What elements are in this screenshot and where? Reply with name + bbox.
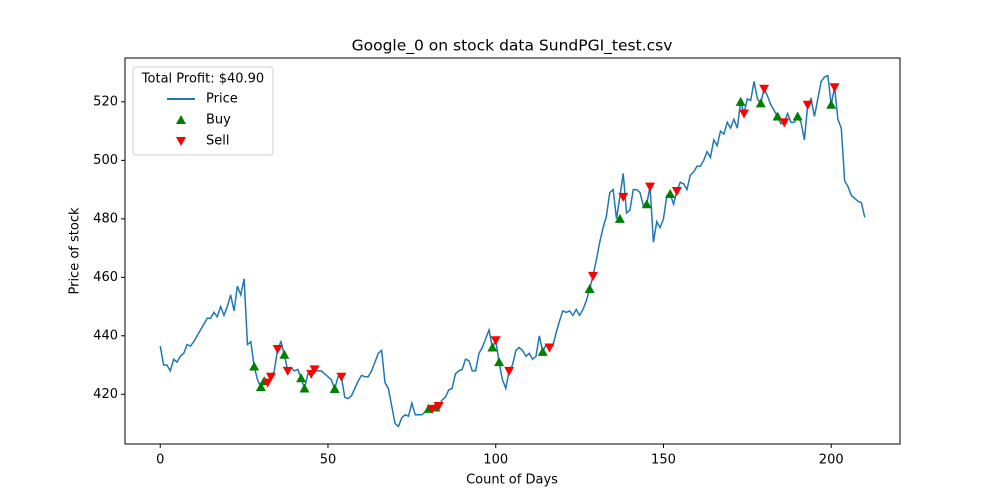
x-tick-label: 0: [156, 453, 164, 468]
y-tick-label: 480: [93, 211, 118, 226]
y-tick-label: 420: [93, 387, 118, 402]
trade-marker: [738, 109, 749, 119]
x-axis-label: Count of Days: [466, 473, 558, 488]
y-axis-label: Price of stock: [68, 207, 83, 294]
trade-marker: [645, 182, 656, 192]
trade-marker: [504, 366, 515, 376]
trade-marker: [755, 98, 766, 108]
chart-title: Google_0 on stock data SundPGI_test.csv: [352, 37, 673, 56]
trade-marker: [494, 357, 505, 367]
y-tick-label: 500: [93, 153, 118, 168]
y-tick-label: 520: [93, 94, 118, 109]
trade-marker: [759, 84, 770, 94]
trade-marker: [802, 100, 813, 110]
trade-marker: [779, 118, 790, 128]
legend-label: Sell: [206, 134, 229, 149]
x-tick-label: 100: [483, 453, 508, 468]
legend-swatch: [176, 115, 186, 124]
trade-marker: [262, 378, 273, 388]
trade-marker: [792, 111, 803, 121]
legend-box: [132, 66, 274, 156]
trade-marker: [329, 384, 340, 394]
trade-marker: [265, 372, 276, 382]
trade-marker: [296, 373, 307, 383]
x-tick-label: 50: [320, 453, 337, 468]
trade-marker: [299, 383, 310, 393]
trade-marker: [433, 401, 444, 411]
trade-marker: [584, 284, 595, 294]
trade-marker: [272, 344, 283, 354]
x-tick-label: 150: [651, 453, 676, 468]
trade-marker: [487, 342, 498, 352]
trade-marker: [426, 404, 437, 414]
trade-marker: [614, 213, 625, 223]
trade-marker: [249, 361, 260, 371]
trade-marker: [490, 336, 501, 346]
trade-marker: [826, 99, 837, 109]
trade-marker: [671, 187, 682, 197]
trade-marker: [309, 365, 320, 375]
trade-marker: [829, 83, 840, 93]
legend-swatch: [176, 137, 186, 146]
trade-marker: [772, 111, 783, 121]
trade-marker: [641, 199, 652, 209]
trade-marker: [537, 346, 548, 356]
legend-label: Buy: [206, 113, 231, 128]
legend-label: Price: [206, 92, 238, 107]
trade-marker: [336, 372, 347, 382]
x-tick-label: 200: [819, 453, 844, 468]
trade-marker: [279, 349, 290, 359]
trade-marker: [282, 366, 293, 376]
trade-marker: [735, 96, 746, 106]
legend-title: Total Profit: $40.90: [141, 72, 264, 87]
trade-marker: [588, 271, 599, 281]
y-tick-label: 440: [93, 328, 118, 343]
plot-frame: [124, 57, 901, 445]
trade-marker: [665, 188, 676, 198]
trade-marker: [618, 192, 629, 202]
trade-marker: [255, 381, 266, 391]
trade-marker: [544, 343, 555, 353]
y-tick-label: 460: [93, 270, 118, 285]
